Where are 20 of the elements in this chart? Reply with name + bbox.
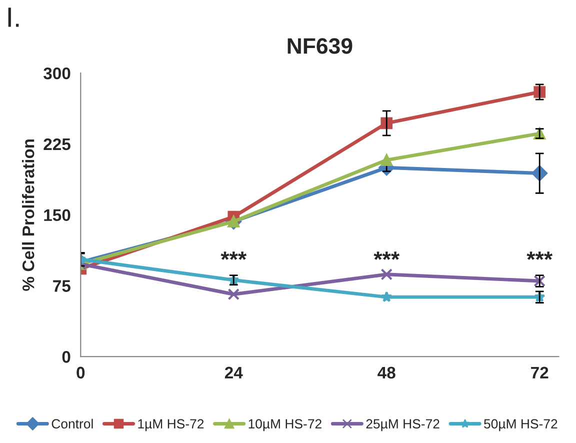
chart-title: NF639 <box>288 38 352 54</box>
legend-label: Control <box>52 418 93 429</box>
y-tick-label: 225 <box>44 138 70 150</box>
annotation: *** <box>220 252 247 260</box>
x-tick-label: 48 <box>378 366 396 379</box>
legend-label: 50µM HS-72 <box>484 419 558 432</box>
y-tick-label: 300 <box>43 67 70 80</box>
x-tick-label: 24 <box>224 366 243 378</box>
legend-label: 1µM HS-72 <box>138 419 204 432</box>
annotation: *** <box>526 252 553 260</box>
legend-label: 25µM HS-72 <box>366 419 440 432</box>
text: I. <box>8 8 19 27</box>
y-tick-label: 0 <box>62 351 70 363</box>
annotation: *** <box>374 252 400 260</box>
y-axis-title: % Cell Proliferation <box>22 139 34 291</box>
x-tick-label: 0 <box>76 366 85 379</box>
x-tick-label: 72 <box>531 366 548 378</box>
legend-label: 10µM HS-72 <box>248 419 322 432</box>
y-tick-label: 150 <box>44 209 70 222</box>
y-tick-label: 75 <box>53 280 70 292</box>
